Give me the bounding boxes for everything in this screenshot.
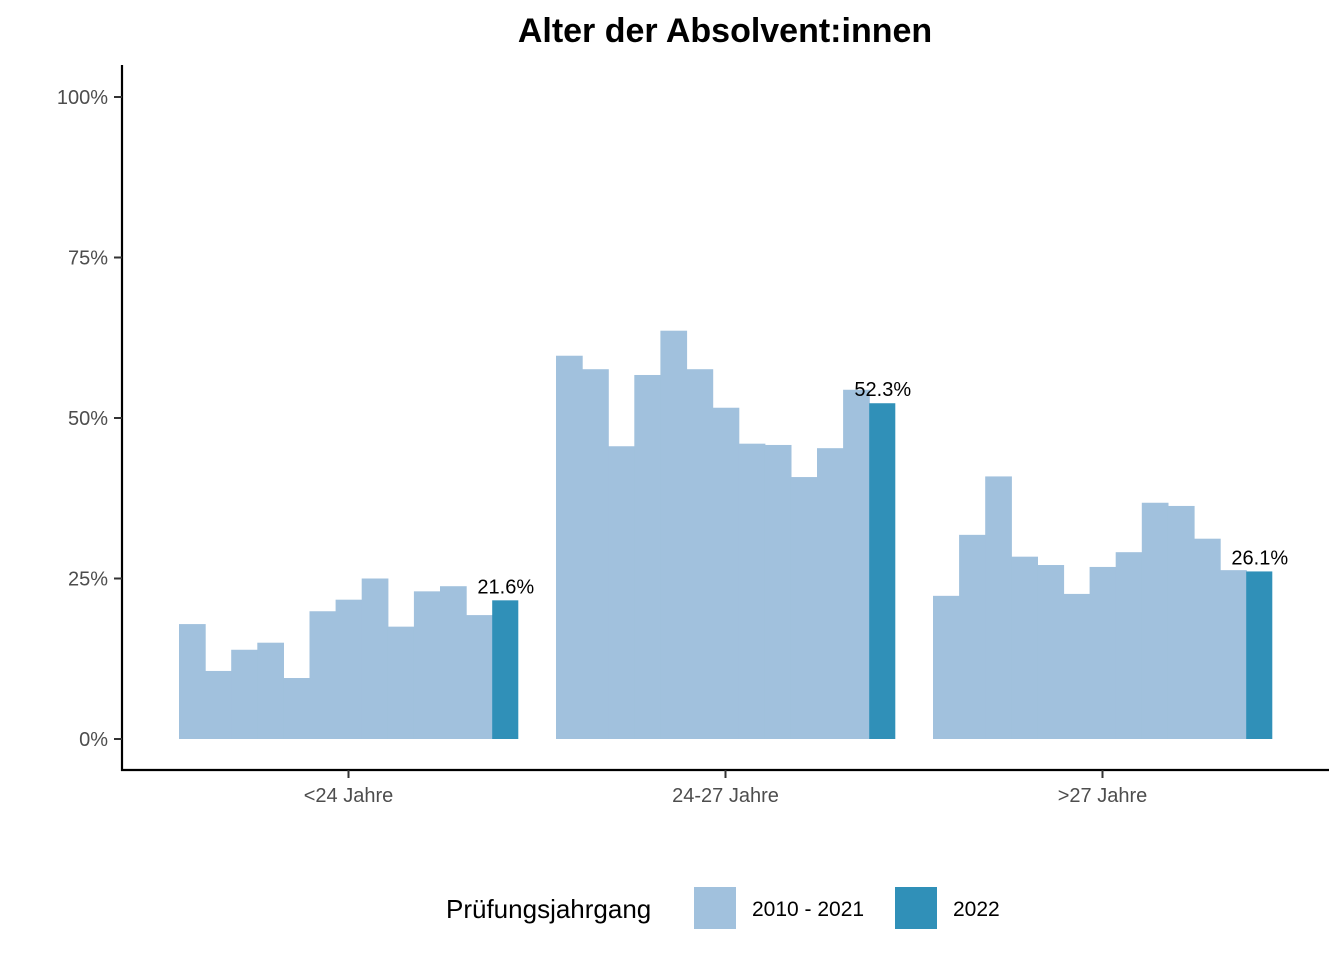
bar-2022: [492, 600, 519, 739]
legend-label-2022: 2022: [953, 898, 1000, 921]
bar-historic: [1037, 565, 1065, 739]
bar-historic: [790, 477, 818, 739]
y-axis-ticks: 0% 25% 50% 75% 100%: [57, 87, 122, 751]
bar-historic: [1063, 593, 1091, 739]
bar-historic: [712, 407, 740, 739]
data-labels-group: 21.6% 52.3% 26.1%: [477, 379, 1288, 598]
bar-2022: [1246, 571, 1273, 739]
bar-historic: [582, 369, 609, 739]
bar-historic: [466, 615, 493, 739]
bar-historic: [283, 678, 311, 739]
x-tick-label: 24-27 Jahre: [672, 785, 779, 807]
chart-title: Alter der Absolvent:innen: [518, 12, 932, 50]
bar-historic: [985, 476, 1012, 739]
x-tick-label: <24 Jahre: [304, 785, 394, 807]
bar-historic: [361, 578, 389, 739]
bar-historic: [231, 649, 258, 739]
x-axis-ticks: <24 Jahre 24-27 Jahre >27 Jahre: [304, 770, 1148, 807]
y-tick-label: 100%: [57, 87, 108, 109]
bar-2022-value-label: 26.1%: [1231, 547, 1288, 569]
legend-title: Prüfungsjahrgang: [446, 894, 651, 924]
bar-historic: [817, 448, 844, 739]
bar-historic: [738, 443, 766, 739]
bar-historic: [556, 355, 583, 739]
y-tick-label: 50%: [68, 408, 108, 430]
bar-historic: [608, 446, 635, 739]
y-tick-label: 0%: [79, 729, 108, 751]
bar-historic: [309, 611, 337, 739]
bar-historic: [660, 330, 688, 739]
legend-swatch-2010-2021: [694, 887, 736, 929]
bar-historic: [335, 599, 363, 739]
bar-2022-value-label: 52.3%: [854, 379, 911, 401]
bar-historic: [1220, 570, 1247, 739]
bar-historic: [634, 374, 661, 739]
bar-historic: [413, 591, 441, 739]
bar-historic: [1194, 538, 1221, 739]
bar-historic: [1115, 552, 1143, 739]
bar-historic: [959, 534, 986, 739]
bar-historic: [686, 369, 714, 739]
bar-historic: [933, 595, 960, 739]
bar-historic: [257, 642, 284, 739]
y-tick-label: 75%: [68, 248, 108, 270]
bar-historic: [1011, 556, 1038, 739]
bar-historic: [1167, 505, 1195, 739]
bar-historic: [764, 444, 792, 739]
y-tick-label: 25%: [68, 569, 108, 591]
bars-group: [179, 330, 1273, 739]
x-tick-label: >27 Jahre: [1058, 785, 1148, 807]
bar-historic: [205, 670, 232, 739]
bar-2022: [869, 403, 896, 739]
legend-label-2010-2021: 2010 - 2021: [752, 898, 864, 921]
bar-2022-value-label: 21.6%: [477, 576, 534, 598]
bar-historic: [440, 586, 467, 739]
bar-historic: [1141, 502, 1169, 739]
legend: Prüfungsjahrgang 2010 - 2021 2022: [446, 887, 1000, 929]
legend-swatch-2022: [895, 887, 937, 929]
bar-historic: [843, 389, 870, 739]
bar-historic: [179, 624, 206, 739]
bar-historic: [1089, 566, 1117, 739]
bar-historic: [387, 626, 415, 739]
